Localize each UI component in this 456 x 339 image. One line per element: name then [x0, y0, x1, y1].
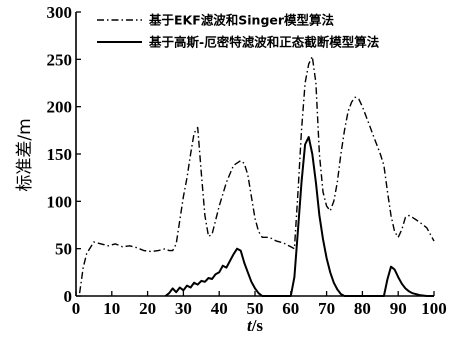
ticks-layer: 0 10 20 30 40 50 60 70 80 90 100 0 50 100 150 200 250 300 [47, 3, 447, 318]
y-tick-label: 300 [47, 3, 73, 22]
y-tick-label: 50 [55, 240, 72, 259]
x-tick-label: 20 [139, 299, 156, 318]
x-axis-label-variable: t [247, 316, 253, 335]
legend-label-gauss-hermite: 基于高斯-厄密特滤波和正态截断模型算法 [148, 35, 380, 50]
series-line-ekf-singer [78, 55, 435, 294]
y-tick-label: 150 [47, 145, 73, 164]
x-tick-label: 70 [318, 299, 335, 318]
y-axis-label: 标准差/m [15, 118, 35, 191]
legend: 基于EKF滤波和Singer模型算法 基于高斯-厄密特滤波和正态截断模型算法 [97, 13, 380, 50]
legend-label-ekf-singer: 基于EKF滤波和Singer模型算法 [148, 13, 335, 28]
x-tick-label: 10 [103, 299, 120, 318]
x-tick-label: 90 [390, 299, 407, 318]
x-tick-label: 50 [247, 299, 264, 318]
x-tick-label: 30 [175, 299, 192, 318]
x-axis-label: t/s [247, 316, 263, 335]
x-tick-label: 60 [282, 299, 299, 318]
series-layer [78, 55, 435, 297]
x-axis-label-unit: /s [251, 316, 264, 335]
y-tick-label: 200 [47, 98, 73, 117]
x-tick-label: 0 [72, 299, 81, 318]
x-tick-label: 80 [354, 299, 371, 318]
y-tick-label: 100 [47, 192, 73, 211]
x-tick-label: 40 [211, 299, 228, 318]
y-tick-label: 0 [64, 287, 73, 306]
y-tick-label: 250 [47, 50, 73, 69]
x-tick-label: 100 [421, 299, 447, 318]
